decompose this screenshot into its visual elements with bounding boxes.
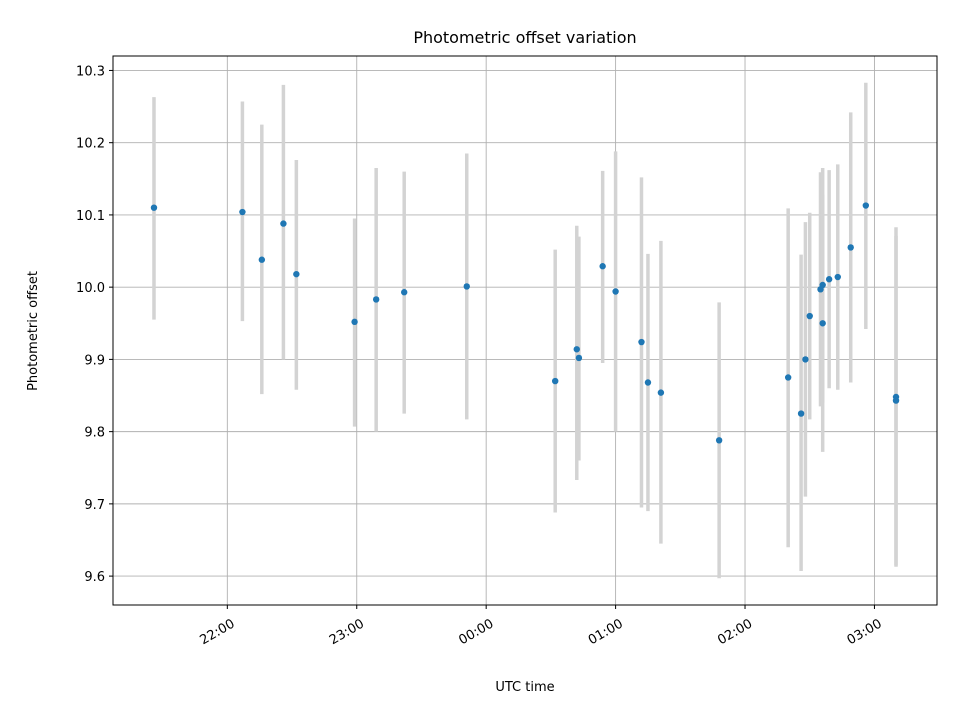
data-point	[463, 283, 470, 290]
data-point	[150, 204, 158, 211]
y-axis: 9.6 9.7 9.8 9.9 10.0 10.1 10.2 10.3	[76, 64, 113, 585]
data-point	[599, 263, 606, 270]
y-tick-label: 9.8	[84, 426, 105, 441]
data-point	[239, 208, 246, 216]
data-point	[612, 288, 619, 295]
y-tick-label: 10.1	[76, 209, 105, 224]
plot-frame	[112, 55, 938, 606]
data-point	[819, 320, 826, 327]
data-point	[847, 244, 854, 251]
y-tick-label: 9.9	[84, 353, 105, 368]
data-points	[150, 202, 900, 444]
data-point	[802, 356, 809, 363]
data-point	[806, 312, 813, 320]
data-point	[862, 202, 870, 209]
data-point	[551, 377, 559, 385]
data-point	[657, 389, 665, 396]
data-point	[892, 397, 900, 404]
data-point	[784, 374, 792, 381]
data-point	[575, 354, 583, 362]
data-point	[401, 289, 408, 296]
data-point	[351, 318, 358, 326]
data-point	[258, 256, 266, 263]
y-tick-label: 10.0	[76, 281, 105, 296]
data-point	[797, 410, 805, 417]
data-point	[293, 270, 300, 278]
y-tick-label: 9.6	[84, 570, 105, 585]
y-axis-label: Photometric offset	[26, 271, 41, 391]
data-point	[638, 338, 645, 346]
data-point	[280, 220, 287, 227]
chart-title: Photometric offset variation	[413, 28, 636, 47]
data-point	[819, 281, 826, 289]
data-point	[825, 276, 833, 283]
y-tick-label: 9.7	[84, 498, 105, 513]
data-point	[573, 346, 580, 353]
y-tick-label: 10.2	[76, 137, 105, 152]
grid	[113, 56, 937, 605]
data-point	[715, 437, 723, 444]
data-point	[834, 273, 841, 281]
data-point	[372, 296, 380, 303]
x-axis-label: UTC time	[495, 680, 554, 695]
data-point	[644, 379, 652, 386]
y-tick-label: 10.3	[76, 64, 105, 79]
